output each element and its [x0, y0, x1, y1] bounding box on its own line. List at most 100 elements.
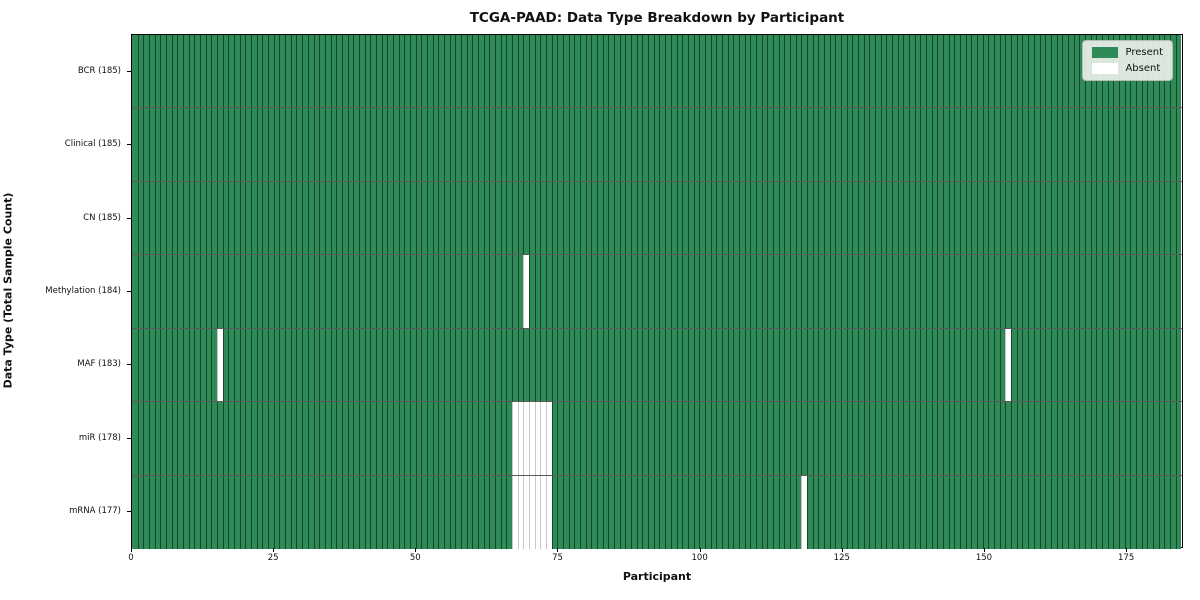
heatmap-cell — [965, 108, 972, 181]
heatmap-cell — [506, 255, 513, 328]
heatmap-cell — [268, 108, 274, 181]
heatmap-cell — [341, 475, 348, 549]
heatmap-cell — [347, 35, 354, 108]
heatmap-cell — [143, 402, 150, 475]
heatmap-cell — [1079, 255, 1085, 328]
heatmap-cell — [517, 328, 524, 402]
heatmap-cell — [1028, 35, 1034, 108]
heatmap-cell — [631, 108, 637, 181]
heatmap-cell — [591, 108, 598, 181]
x-tick-mark — [131, 548, 132, 552]
heatmap-cell — [273, 402, 280, 475]
heatmap-cell — [341, 181, 348, 255]
heatmap-cell — [449, 255, 456, 328]
heatmap-cell — [404, 475, 410, 549]
heatmap-cell — [149, 475, 155, 549]
heatmap-cell — [931, 328, 938, 402]
heatmap-cell — [563, 181, 569, 255]
heatmap-cell — [585, 475, 592, 549]
heatmap-cell — [665, 181, 671, 255]
heatmap-cell — [438, 35, 444, 108]
heatmap-cell — [421, 402, 427, 475]
heatmap-cell — [665, 35, 671, 108]
heatmap-cell — [149, 328, 155, 402]
heatmap-cell — [659, 255, 666, 328]
heatmap-cell — [761, 35, 768, 108]
heatmap-cell — [1118, 328, 1125, 402]
heatmap-cell — [909, 328, 915, 402]
heatmap-cell — [534, 181, 541, 255]
heatmap-cell — [188, 475, 195, 549]
heatmap-cell — [670, 475, 677, 549]
heatmap-cell — [1050, 402, 1057, 475]
heatmap-cell — [290, 475, 297, 549]
heatmap-row-mRNA — [132, 475, 1182, 549]
heatmap-cell — [659, 402, 666, 475]
heatmap-cell — [591, 35, 598, 108]
heatmap-cell — [483, 108, 490, 181]
heatmap-cell — [529, 255, 535, 328]
heatmap-cell — [177, 108, 184, 181]
heatmap-cell — [268, 181, 274, 255]
heatmap-cell — [818, 402, 824, 475]
heatmap-cell — [211, 475, 218, 549]
heatmap-cell — [568, 328, 575, 402]
heatmap-cell — [659, 475, 666, 549]
heatmap-cell — [1056, 35, 1063, 108]
heatmap-cell — [636, 402, 643, 475]
heatmap-cell — [177, 181, 184, 255]
heatmap-cell — [563, 402, 569, 475]
heatmap-cell — [852, 255, 858, 328]
heatmap-cell — [789, 181, 796, 255]
heatmap-cell — [858, 35, 864, 108]
heatmap-cell — [835, 328, 841, 402]
heatmap-cell — [829, 35, 836, 108]
heatmap-cell — [1096, 108, 1102, 181]
heatmap-cell — [823, 328, 830, 402]
heatmap-cell — [687, 108, 694, 181]
heatmap-cell — [676, 328, 683, 402]
heatmap-cell — [971, 35, 978, 108]
heatmap-cell — [1175, 328, 1182, 402]
heatmap-cell — [1169, 402, 1176, 475]
heatmap-cell — [676, 108, 683, 181]
heatmap-cell — [602, 328, 609, 402]
heatmap-cell — [801, 35, 807, 108]
heatmap-cell — [449, 181, 456, 255]
heatmap-cell — [171, 108, 178, 181]
heatmap-cell — [619, 402, 626, 475]
heatmap-cell — [846, 328, 853, 402]
heatmap-cell — [489, 475, 495, 549]
heatmap-cell — [880, 328, 887, 402]
heatmap-cell — [517, 35, 524, 108]
heatmap-cell — [704, 255, 711, 328]
x-axis-label: Participant — [622, 570, 692, 583]
heatmap-cell — [1062, 181, 1068, 255]
heatmap-cell — [1141, 255, 1148, 328]
heatmap-cell — [290, 255, 297, 328]
heatmap-cell — [551, 255, 558, 328]
heatmap-cell — [540, 475, 547, 549]
legend-entry: Absent — [1092, 63, 1163, 74]
y-tick-mark — [127, 437, 131, 439]
heatmap-cell — [767, 181, 773, 255]
heatmap-cell — [307, 255, 314, 328]
heatmap-cell — [426, 328, 433, 402]
heatmap-cell — [438, 328, 444, 402]
heatmap-cell — [426, 35, 433, 108]
heatmap-cell — [256, 255, 263, 328]
heatmap-cell — [432, 108, 439, 181]
heatmap-cell — [364, 35, 371, 108]
heatmap-cell — [415, 328, 422, 402]
heatmap-cell — [994, 328, 1000, 402]
heatmap-cell — [812, 475, 819, 549]
heatmap-cell — [149, 181, 155, 255]
heatmap-cell — [137, 35, 144, 108]
heatmap-row-Methylation — [132, 255, 1182, 329]
heatmap-cell — [279, 402, 286, 475]
heatmap-cell — [852, 328, 858, 402]
heatmap-cell — [438, 255, 444, 328]
heatmap-cell — [568, 108, 575, 181]
heatmap-cell — [273, 181, 280, 255]
heatmap-cell — [534, 108, 541, 181]
